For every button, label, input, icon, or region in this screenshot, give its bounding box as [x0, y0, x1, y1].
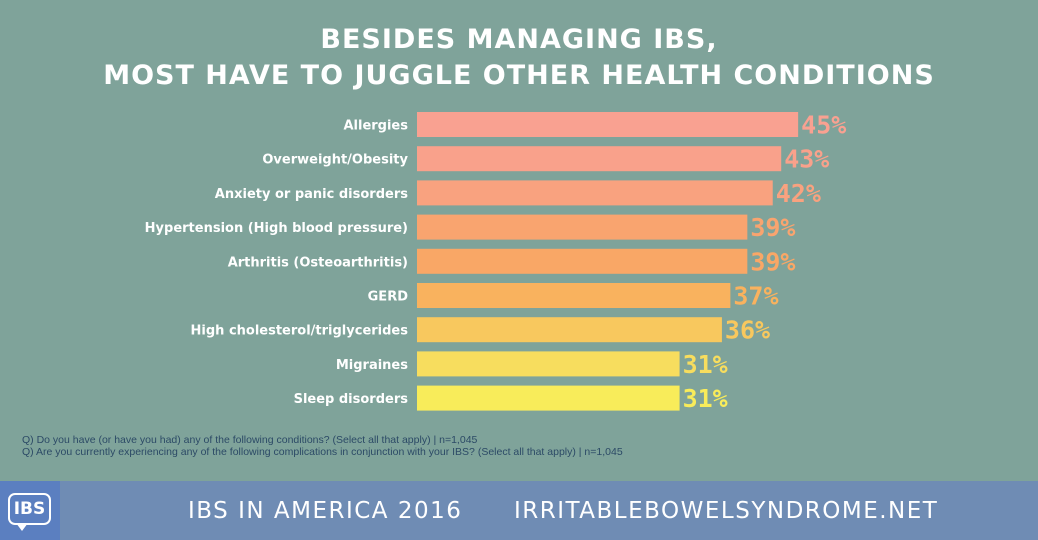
chart-title-line-1: BESIDES MANAGING IBS,	[320, 24, 718, 55]
footer-bar: IBS IBS IN AMERICA 2016 IRRITABLEBOWELSY…	[0, 481, 1038, 540]
category-label: GERD	[368, 290, 409, 305]
category-label: Hypertension (High blood pressure)	[145, 221, 408, 236]
bar	[417, 385, 680, 411]
survey-notes: Q) Do you have (or have you had) any of …	[22, 434, 623, 458]
bar	[417, 248, 748, 274]
category-label: Arthritis (Osteoarthritis)	[228, 255, 408, 270]
speech-bubble-icon: IBS	[8, 493, 51, 525]
value-label: 36%	[725, 316, 770, 345]
category-label: High cholesterol/triglycerides	[191, 324, 409, 339]
speech-bubble-tail-icon	[16, 523, 28, 531]
value-label: 43%	[784, 145, 829, 174]
category-label: Allergies	[343, 119, 408, 134]
value-label: 45%	[801, 111, 846, 140]
category-label: Sleep disorders	[294, 392, 409, 407]
value-label: 37%	[733, 282, 778, 311]
bar	[417, 351, 680, 377]
bar	[417, 283, 731, 308]
chart-title: BESIDES MANAGING IBS, MOST HAVE TO JUGGL…	[0, 22, 1038, 94]
bar	[417, 214, 748, 240]
chart-title-line-2: MOST HAVE TO JUGGLE OTHER HEALTH CONDITI…	[103, 60, 935, 91]
footer-survey-name: IBS IN AMERICA 2016	[188, 498, 463, 524]
value-label: 39%	[750, 247, 795, 276]
value-label: 31%	[683, 350, 728, 379]
survey-note-1: Q) Do you have (or have you had) any of …	[22, 434, 478, 446]
footer-site-link[interactable]: IRRITABLEBOWELSYNDROME.NET	[514, 498, 939, 524]
category-label: Overweight/Obesity	[262, 153, 408, 168]
bar-chart: Allergies 45% Overweight/Obesity 43% Anxiety…	[145, 111, 847, 414]
ibs-logo[interactable]: IBS	[0, 481, 60, 540]
bar	[417, 317, 722, 343]
value-label: 31%	[683, 384, 728, 413]
bar	[417, 146, 782, 172]
survey-note-2: Q) Are you currently experiencing any of…	[22, 446, 623, 458]
value-label: 39%	[750, 213, 795, 242]
bar	[417, 180, 773, 206]
bar	[417, 112, 799, 137]
value-label: 42%	[776, 179, 821, 208]
category-label: Migraines	[336, 358, 408, 373]
category-label: Anxiety or panic disorders	[215, 187, 408, 202]
